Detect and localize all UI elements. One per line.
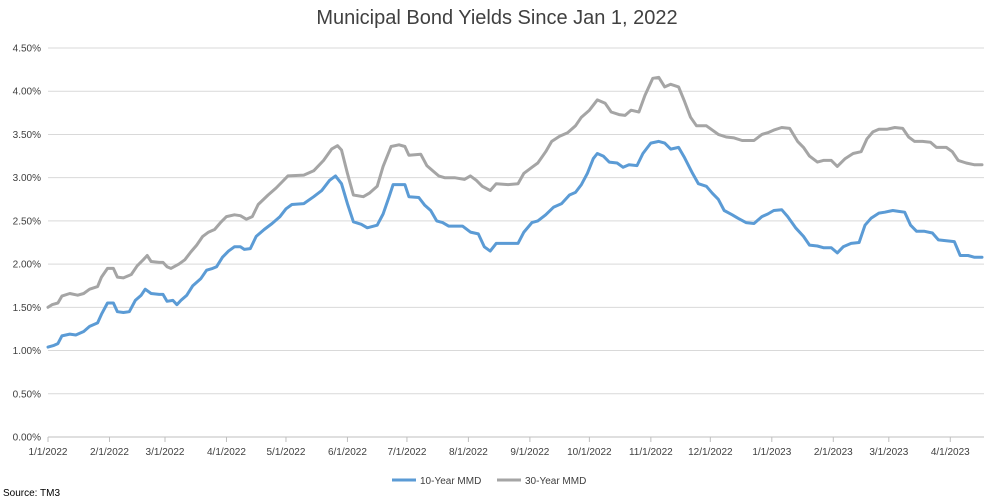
x-tick-label: 3/1/2023 [869, 447, 908, 458]
y-tick-label: 0.50% [13, 389, 41, 400]
x-tick-label: 5/1/2022 [266, 447, 305, 458]
x-tick-label: 11/1/2022 [629, 447, 673, 458]
legend: 10-Year MMD 30-Year MMD [392, 476, 586, 487]
series-line-30yr [46, 75, 984, 309]
legend-label: 10-Year MMD [420, 476, 481, 487]
x-tick-label: 2/1/2022 [90, 447, 129, 458]
source-note: Source: TM3 [3, 488, 60, 499]
x-tick-label: 7/1/2022 [387, 447, 426, 458]
y-tick-label: 4.50% [13, 44, 41, 55]
x-tick-label: 2/1/2023 [814, 447, 853, 458]
x-tick-label: 6/1/2022 [328, 447, 367, 458]
x-tick-label: 4/1/2022 [207, 447, 246, 458]
y-tick-label: 1.00% [13, 346, 41, 357]
y-tick-label: 3.00% [13, 173, 41, 184]
chart-title: Municipal Bond Yields Since Jan 1, 2022 [316, 7, 677, 29]
y-tick-label: 1.50% [13, 303, 41, 314]
x-tick-label: 8/1/2022 [449, 447, 488, 458]
y-tick-label: 2.50% [13, 216, 41, 227]
y-axis-ticks: 0.00% 0.50% 1.00% 1.50% 2.00% 2.50% 3.00% 3.50%… [13, 44, 41, 444]
x-tick-label: 9/1/2022 [510, 447, 549, 458]
x-tick-label: 4/1/2023 [931, 447, 970, 458]
x-tick-label: 1/1/2022 [29, 447, 68, 458]
gridlines [48, 47, 984, 395]
y-tick-label: 4.00% [13, 87, 41, 98]
series-line-10yr [46, 139, 984, 349]
y-tick-label: 2.00% [13, 260, 41, 271]
y-tick-label: 3.50% [13, 130, 41, 141]
x-tick-label: 3/1/2022 [146, 447, 185, 458]
x-axis: 1/1/2022 2/1/2022 3/1/2022 4/1/2022 5/1/2022… [29, 436, 984, 458]
x-tick-label: 1/1/2023 [752, 447, 791, 458]
x-tick-label: 12/1/2022 [688, 447, 733, 458]
y-tick-label: 0.00% [13, 433, 41, 444]
x-tick-label: 10/1/2022 [567, 447, 612, 458]
legend-label: 30-Year MMD [525, 476, 586, 487]
series-lines [46, 75, 984, 349]
